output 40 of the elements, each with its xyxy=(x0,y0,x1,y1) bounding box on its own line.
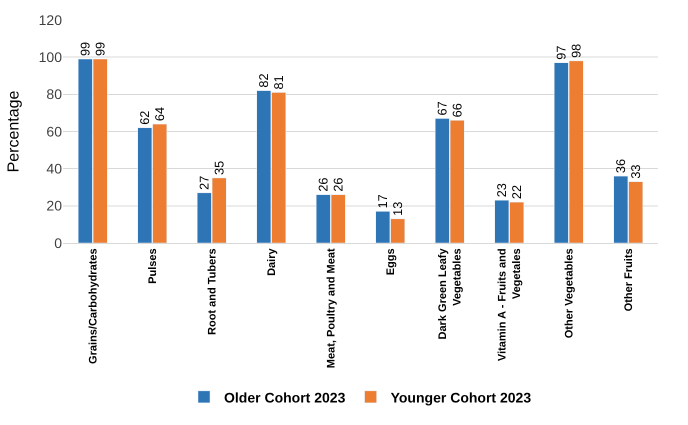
data-label: 33 xyxy=(629,164,644,179)
data-label: 99 xyxy=(78,42,93,56)
x-tick-label: Meat, Poultry and Meat xyxy=(325,248,338,368)
data-label: 23 xyxy=(495,183,510,198)
y-tick-label: 80 xyxy=(46,86,62,102)
data-label: 26 xyxy=(332,178,346,192)
data-label: 99 xyxy=(94,42,108,56)
y-tick-label: 120 xyxy=(38,12,62,28)
data-label: 97 xyxy=(554,46,569,60)
legend-label: Younger Cohort 2023 xyxy=(390,389,532,406)
y-axis-title: Percentage xyxy=(6,90,23,172)
data-label: 66 xyxy=(450,103,465,118)
data-label: 82 xyxy=(257,73,272,88)
data-label: 13 xyxy=(391,202,406,216)
x-tick-label: Vitamin A - Fruits and Vegetales xyxy=(496,248,523,362)
data-label: 67 xyxy=(436,101,450,116)
y-tick-label: 40 xyxy=(46,160,62,177)
x-tick-label: Pulses xyxy=(146,248,159,284)
data-label: 98 xyxy=(570,44,584,58)
y-tick-label: 100 xyxy=(38,49,62,66)
x-tick-label: Other Vegetables xyxy=(563,248,576,338)
y-tick-label: 20 xyxy=(46,198,62,214)
y-tick-label: 60 xyxy=(46,123,62,140)
data-label: 27 xyxy=(198,176,212,190)
data-label: 62 xyxy=(138,110,152,125)
data-label: 81 xyxy=(272,75,286,90)
data-label: 35 xyxy=(212,160,227,175)
x-tick-label: Root and Tubers xyxy=(206,248,218,335)
data-label: 64 xyxy=(153,106,168,122)
data-label: 22 xyxy=(510,184,524,200)
data-label: 17 xyxy=(376,194,390,208)
x-tick-label: Dark Green Leafy Vegetables xyxy=(437,248,464,340)
x-tick-label: Dairy xyxy=(266,248,278,276)
data-label: 36 xyxy=(614,158,628,174)
x-tick-label: Other Fruits xyxy=(622,248,635,312)
data-label: 26 xyxy=(316,178,331,192)
x-tick-label: Grains/Carbohydrates xyxy=(87,248,100,364)
y-tick-label: 0 xyxy=(54,234,62,251)
legend-label: Older Cohort 2023 xyxy=(224,389,346,406)
x-tick-label: Eggs xyxy=(384,248,397,276)
